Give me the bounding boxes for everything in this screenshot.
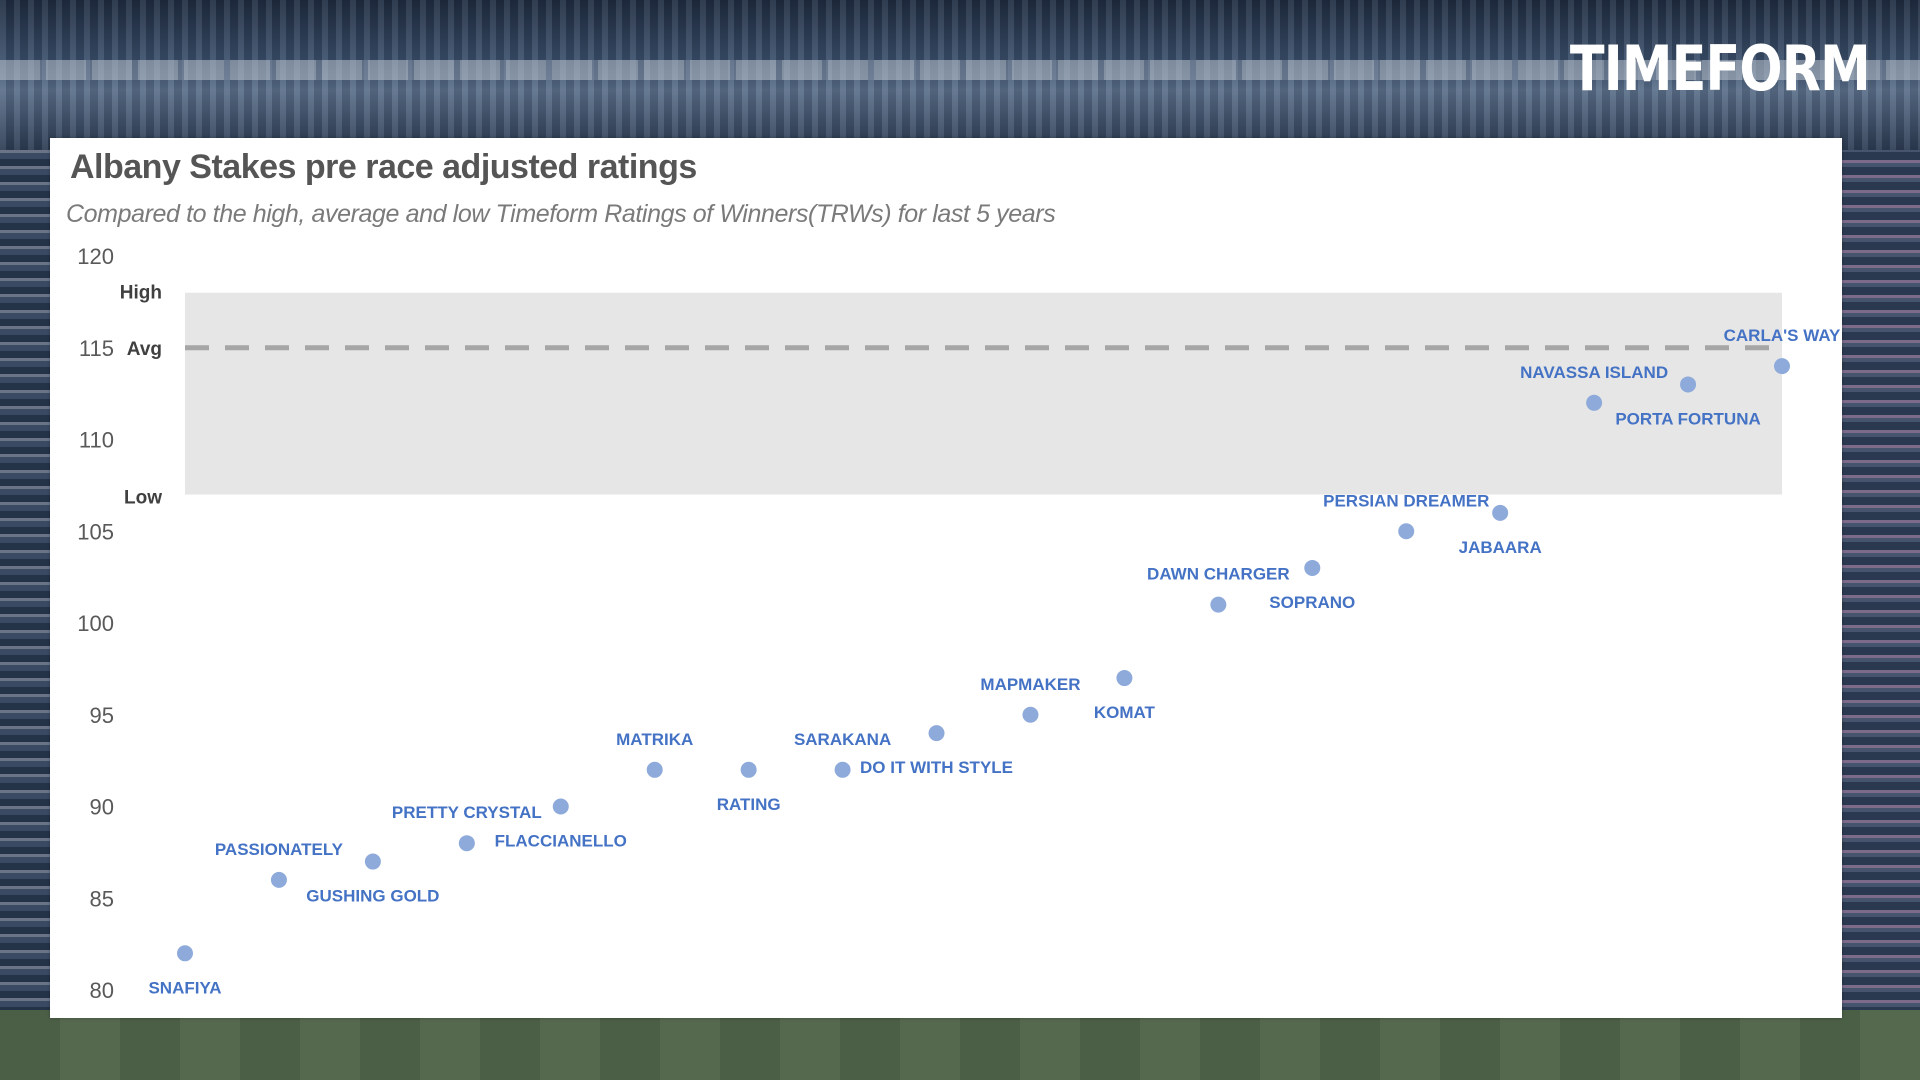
data-point — [1586, 394, 1603, 411]
background-grandstand — [0, 0, 1920, 150]
data-label: PASSIONATELY — [215, 840, 344, 859]
data-point — [1210, 596, 1227, 613]
data-point — [177, 945, 193, 962]
y-tick-label: 90 — [90, 795, 114, 820]
data-label: DO IT WITH STYLE — [860, 758, 1013, 777]
data-label: JABAARA — [1459, 538, 1542, 557]
data-label: MATRIKA — [616, 730, 693, 749]
data-point — [1304, 559, 1321, 576]
y-tick-label: 100 — [77, 611, 114, 636]
data-point — [1492, 504, 1509, 521]
data-point — [646, 761, 663, 778]
data-label: SOPRANO — [1269, 593, 1355, 612]
chart-subtitle: Compared to the high, average and low Ti… — [66, 200, 1056, 228]
y-tick-label: 95 — [90, 703, 114, 728]
timeform-logo: TIMEFORM — [1569, 32, 1871, 105]
data-point — [740, 761, 757, 778]
data-point — [1116, 670, 1133, 687]
y-tick-label: 105 — [77, 519, 114, 544]
data-point — [1680, 376, 1697, 393]
data-label: PORTA FORTUNA — [1615, 409, 1760, 428]
data-label: SNAFIYA — [148, 978, 221, 997]
trw-band — [185, 292, 1782, 495]
data-point — [270, 871, 287, 888]
data-label: RATING — [717, 795, 781, 814]
chart-panel: Albany Stakes pre race adjusted ratings … — [50, 138, 1842, 1018]
data-label: NAVASSA ISLAND — [1520, 363, 1668, 382]
y-tick-label: 115 — [79, 336, 114, 361]
data-point — [1022, 706, 1039, 723]
data-point — [1398, 523, 1415, 540]
data-label: FLACCIANELLO — [495, 832, 627, 851]
scatter-plot: High Avg Low 80 85 90 95 100 105 110 115 120 SNAFIYA… — [77, 244, 1841, 1003]
background-crowd-left — [0, 150, 52, 1030]
data-point — [928, 725, 945, 742]
y-tick-label: 85 — [90, 886, 114, 911]
y-tick-label: 110 — [79, 428, 114, 453]
data-label: GUSHING GOLD — [306, 887, 439, 906]
band-label-high: High — [120, 283, 162, 304]
data-label: PRETTY CRYSTAL — [392, 803, 542, 822]
data-label: DAWN CHARGER — [1147, 565, 1290, 584]
data-label: PERSIAN DREAMER — [1323, 491, 1489, 510]
background-crowd-right — [1840, 150, 1920, 1030]
data-point — [364, 853, 381, 870]
band-label-avg: Avg — [127, 339, 162, 360]
data-point — [834, 761, 851, 778]
y-tick-label: 80 — [90, 978, 114, 1003]
data-point — [1774, 358, 1790, 375]
y-tick-label: 120 — [77, 244, 114, 269]
data-label: KOMAT — [1094, 703, 1156, 722]
data-label: CARLA'S WAY — [1724, 326, 1841, 345]
band-label-low: Low — [124, 488, 162, 509]
data-label: MAPMAKER — [980, 675, 1080, 694]
chart-title: Albany Stakes pre race adjusted ratings — [70, 148, 697, 186]
background-turf — [0, 1010, 1920, 1080]
data-label: SARAKANA — [794, 730, 891, 749]
data-point — [552, 798, 569, 815]
data-point — [458, 835, 475, 852]
